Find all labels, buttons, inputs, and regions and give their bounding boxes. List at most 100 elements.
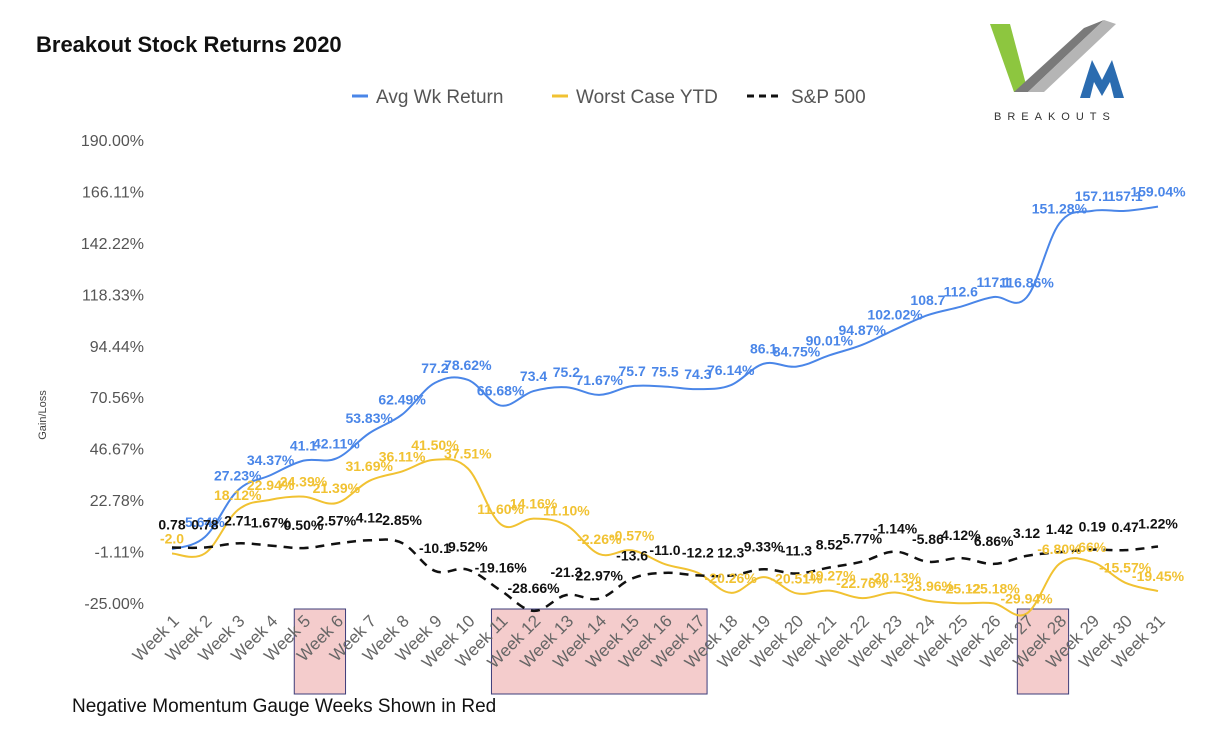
highlight-weeks-2	[490, 608, 708, 695]
y-tick-label: 22.78%	[90, 493, 144, 510]
vm-logo-icon	[990, 20, 1124, 98]
data-label-s3: 2.85%	[382, 512, 422, 528]
data-label-s2: 14.16%	[510, 496, 558, 512]
data-label-s1: 71.67%	[576, 372, 624, 388]
data-label-s1: 66.68%	[477, 383, 525, 399]
data-label-s2: 21.39%	[313, 480, 361, 496]
data-label-s3: -12.2	[682, 544, 714, 560]
data-label-s3: -13.6	[616, 547, 648, 563]
data-label-s1: 73.4	[520, 368, 547, 384]
y-tick-label: -25.00%	[84, 596, 144, 613]
data-label-s3: 22.97%	[576, 568, 624, 584]
data-label-s2: -6.80%	[1037, 541, 1082, 557]
line-chart: -25.00% -1.11% 22.78% 46.67% 70.56% 94.44% 118…	[37, 87, 1186, 695]
data-label-s2: -19.45%	[1132, 568, 1185, 584]
data-label-s2: 11.10%	[543, 502, 590, 518]
data-label-s2: -2.26%	[577, 531, 622, 547]
data-label-s1: 102.02%	[867, 306, 923, 322]
data-label-s1: 53.83%	[345, 410, 393, 426]
data-label-s3: -21.3	[550, 564, 582, 580]
highlight-weeks-3	[1016, 608, 1070, 695]
data-label-s3: 5.77%	[842, 531, 882, 547]
data-label-s2: -29.94%	[1000, 591, 1053, 607]
data-label-s2: -15.57%	[1099, 560, 1152, 576]
data-label-s3: 0.47	[1112, 519, 1139, 535]
y-tick-label: 166.11%	[82, 184, 144, 201]
data-label-s3: 2.71	[224, 512, 251, 528]
data-label-s3: 6.86%	[974, 533, 1014, 549]
data-label-s1: 112.6	[944, 284, 978, 300]
y-tick-label: 70.56%	[90, 390, 144, 407]
data-label-s2: -25.12	[941, 580, 981, 596]
data-label-s1: 41.1	[290, 438, 317, 454]
data-label-s1: 159.04%	[1130, 184, 1186, 200]
data-label-s3: -28.66%	[507, 580, 560, 596]
data-label-s2: -23.96%	[902, 578, 955, 594]
data-label-s1: 78.62%	[444, 357, 492, 373]
data-label-s3: 3.12	[1013, 525, 1040, 541]
series-line-2	[171, 458, 1159, 617]
data-label-s1: 90.01%	[806, 332, 854, 348]
data-label-s3: -19.16%	[475, 559, 528, 575]
data-label-s3: 12.3	[717, 545, 744, 561]
y-tick-label: 118.33%	[82, 287, 144, 304]
highlight-layer	[293, 608, 1070, 695]
data-label-s3: 1.22%	[1138, 516, 1178, 532]
data-label-s3: 9.52%	[448, 539, 488, 555]
data-label-s1: 42.11%	[313, 435, 360, 451]
legend-entry: Avg Wk Return	[376, 87, 503, 108]
data-label-s1: 74.3	[684, 366, 711, 382]
y-tick-label: -1.11%	[94, 545, 144, 562]
data-label-s3: 1.42	[1046, 521, 1073, 537]
legend-entry: S&P 500	[791, 87, 866, 108]
data-label-s1: 86.1	[750, 341, 777, 357]
data-label-s3: 0.50%	[284, 517, 324, 533]
data-label-s3: 8.52	[816, 537, 843, 553]
data-label-s1: 94.87%	[838, 322, 886, 338]
data-label-s3: 9.33%	[744, 538, 784, 554]
y-tick-label: 94.44%	[90, 339, 144, 356]
data-label-s3: 0.19	[1079, 519, 1106, 535]
series-line-3	[171, 538, 1159, 613]
y-axis: -25.00% -1.11% 22.78% 46.67% 70.56% 94.44% 118…	[81, 133, 144, 613]
data-label-s3: 4.12	[356, 509, 383, 525]
series-line-1	[171, 205, 1159, 551]
data-label-s3: -10.1	[419, 540, 451, 556]
data-label-s1: 157.1	[1108, 188, 1143, 204]
data-label-s1: 117.1	[977, 274, 1011, 290]
logo-text: BREAKOUTS	[994, 111, 1116, 123]
data-label-s2: 24.39%	[280, 474, 328, 490]
data-label-s2: 18.12%	[214, 487, 262, 503]
data-label-s1: 75.5	[651, 364, 678, 380]
data-label-s2: -2.0	[160, 530, 184, 546]
data-label-s3: -5.86	[912, 531, 944, 547]
y-axis-label: Gain/Loss	[37, 390, 49, 440]
data-label-s1: 108.7	[910, 292, 945, 308]
data-label-s1: 75.7	[619, 363, 646, 379]
data-label-s2: -0.57%	[610, 527, 655, 543]
data-label-s2: 66%	[1078, 539, 1107, 555]
data-label-s3: 4.12%	[941, 527, 981, 543]
data-label-s1: 157.1	[1075, 188, 1110, 204]
data-label-s3: 2.57%	[316, 513, 356, 529]
data-label-s2: -20.13%	[869, 570, 922, 586]
data-label-s2: 31.69%	[345, 458, 393, 474]
data-label-s1: 77.2	[421, 360, 448, 376]
data-label-s2: -19.27%	[803, 568, 856, 584]
data-label-s1: 62.49%	[378, 392, 426, 408]
data-label-s2: -22.76%	[836, 575, 889, 591]
data-label-s1: 27.23%	[214, 468, 262, 484]
data-label-s3: 0.78	[191, 516, 218, 532]
legend-entry: Worst Case YTD	[576, 87, 718, 108]
chart-title: Breakout Stock Returns 2020	[36, 32, 342, 57]
data-label-s1: 5.64%	[185, 514, 225, 530]
data-label-s2: 41.50%	[411, 437, 459, 453]
data-label-s2: 37.51%	[444, 445, 492, 461]
y-tick-label: 142.22%	[81, 236, 144, 253]
data-label-s3: -11.3	[781, 542, 812, 558]
series-layer	[171, 205, 1159, 617]
data-label-s3: 1.67%	[251, 515, 291, 531]
legend: Avg Wk Return Worst Case YTD S&P 500	[352, 87, 866, 108]
data-label-s1: 75.2	[553, 364, 580, 380]
data-label-s3: 0.78	[158, 516, 185, 532]
